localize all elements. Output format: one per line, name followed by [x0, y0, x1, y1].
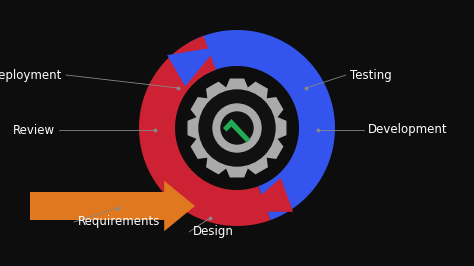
Polygon shape: [167, 47, 218, 86]
Circle shape: [213, 104, 261, 152]
Circle shape: [199, 90, 275, 166]
Text: Deployment: Deployment: [0, 69, 62, 81]
Polygon shape: [223, 119, 250, 143]
Polygon shape: [188, 30, 335, 220]
Circle shape: [221, 112, 253, 144]
Polygon shape: [188, 78, 286, 177]
Text: Requirements: Requirements: [78, 215, 160, 228]
Text: Review: Review: [13, 123, 55, 136]
Text: Design: Design: [193, 226, 234, 239]
Text: Testing: Testing: [350, 69, 392, 81]
Polygon shape: [139, 36, 271, 226]
Polygon shape: [242, 178, 293, 212]
Text: Development: Development: [368, 123, 447, 136]
Polygon shape: [30, 181, 195, 231]
